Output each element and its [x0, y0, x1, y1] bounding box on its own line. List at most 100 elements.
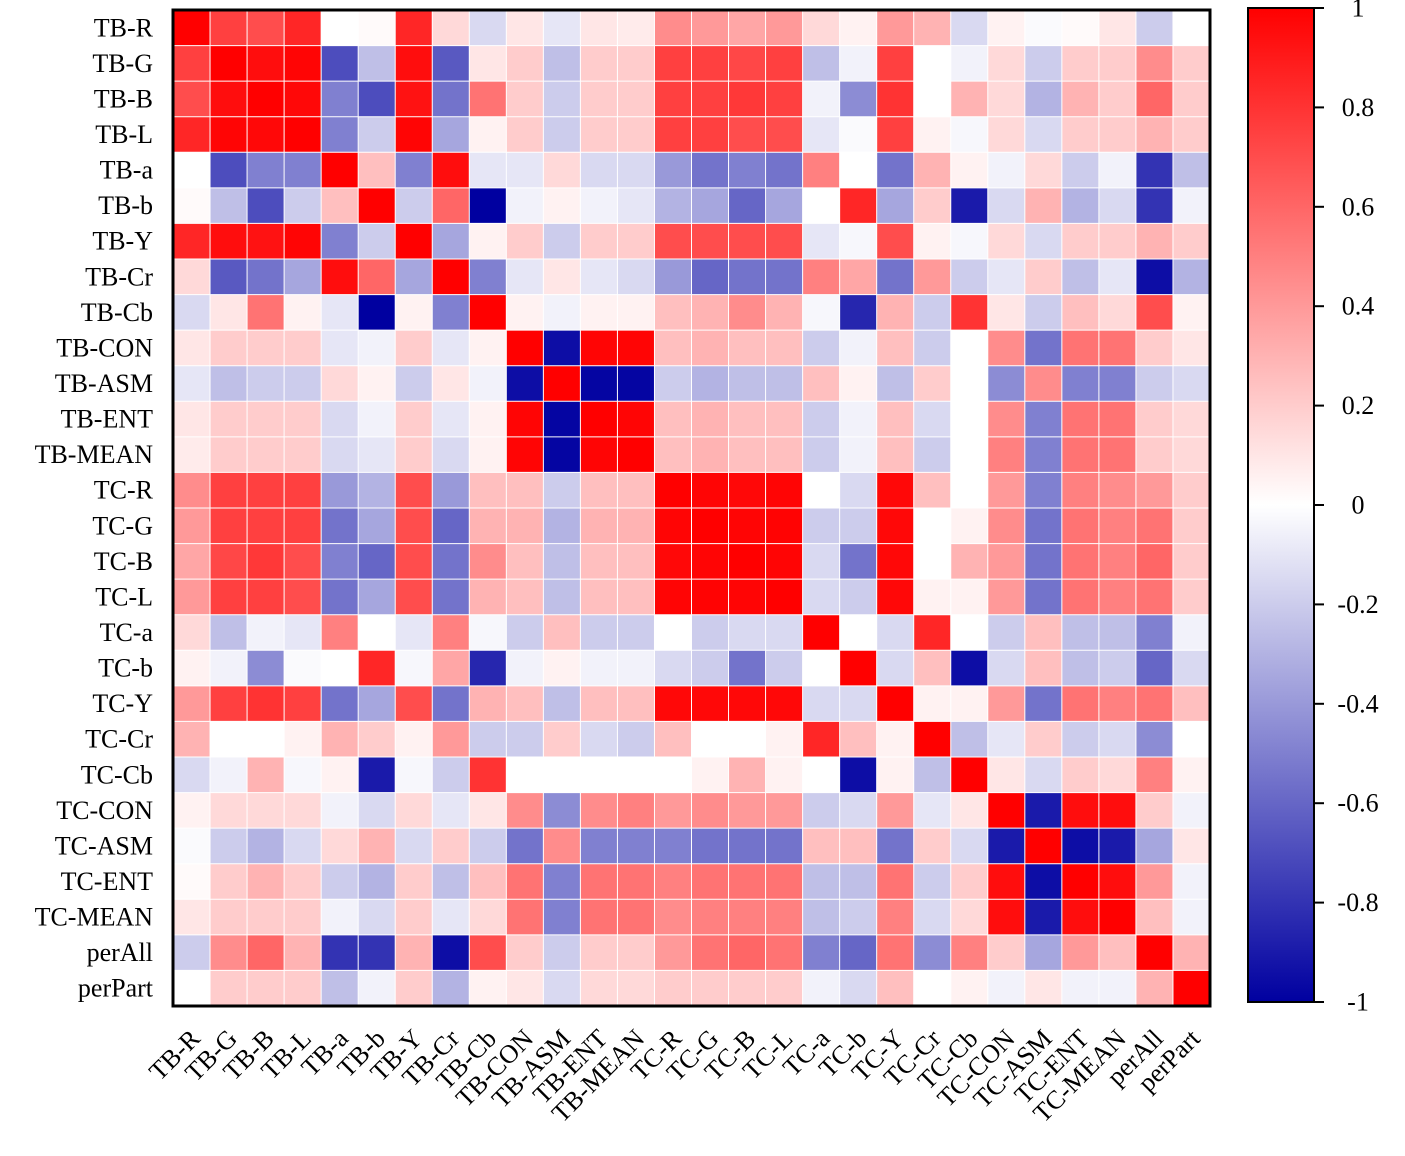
heatmap-cell-TB-ASM-TC-R	[654, 365, 692, 402]
heatmap-cell-TC-ENT-perPart	[1172, 863, 1211, 900]
heatmap-cell-TC-MEAN-TC-CON	[987, 899, 1026, 936]
heatmap-cell-TC-Cr-TB-Cr	[432, 721, 470, 758]
heatmap-cell-TC-ENT-TB-ASM	[543, 863, 581, 900]
heatmap-cell-TB-CON-TC-b	[839, 330, 878, 367]
heatmap-cell-TC-L-TC-G	[691, 579, 730, 616]
heatmap-cell-TB-b-TB-MEAN	[617, 187, 655, 224]
heatmap-cell-TB-Cr-TC-b	[839, 259, 878, 296]
heatmap-cell-TB-ENT-TB-MEAN	[617, 401, 655, 438]
heatmap-cell-TC-a-TB-R	[173, 614, 211, 651]
heatmap-cell-TC-Cb-TC-Cr	[913, 757, 952, 794]
heatmap-cell-TB-Cb-TC-ASM	[1024, 294, 1063, 331]
heatmap-cell-TC-MEAN-TB-ENT	[580, 899, 618, 936]
heatmap-cell-TC-CON-TC-ASM	[1024, 792, 1063, 829]
heatmap-cell-TB-MEAN-TC-ENT	[1061, 436, 1100, 473]
heatmap-cell-TC-Cr-TC-Cr	[913, 721, 952, 758]
heatmap-cell-TC-Y-TB-Y	[395, 685, 433, 722]
heatmap-cell-TB-R-TB-R	[173, 10, 211, 47]
heatmap-cell-TC-Y-TB-b	[358, 685, 396, 722]
heatmap-cell-TB-Cb-TB-CON	[506, 294, 544, 331]
heatmap-cell-TC-Y-TB-R	[173, 685, 211, 722]
heatmap-cell-TB-ASM-TB-ASM	[543, 365, 581, 402]
heatmap-cell-TC-a-TC-Cr	[913, 614, 952, 651]
heatmap-cell-perPart-TC-G	[691, 970, 730, 1007]
heatmap-cell-TC-B-TC-ASM	[1024, 543, 1063, 580]
heatmap-cell-TC-MEAN-TB-Cr	[432, 899, 470, 936]
heatmap-cell-TB-Cr-TC-B	[728, 259, 767, 296]
heatmap-cell-TC-ASM-TB-G	[210, 828, 248, 865]
heatmap-cell-TB-MEAN-TB-CON	[506, 436, 544, 473]
heatmap-cell-TB-L-TC-R	[654, 116, 692, 153]
heatmap-cell-TC-G-TC-Y	[876, 508, 915, 545]
heatmap-cell-TB-Cb-TB-b	[358, 294, 396, 331]
heatmap-cell-TC-CON-TB-G	[210, 792, 248, 829]
heatmap-cell-TB-Y-TB-R	[173, 223, 211, 260]
heatmap-cell-TC-Cr-TB-L	[284, 721, 322, 758]
heatmap-cell-TC-R-TB-L	[284, 472, 322, 509]
heatmap-cell-TB-a-TC-Y	[876, 152, 915, 189]
heatmap-cell-TC-ENT-TC-B	[728, 863, 767, 900]
heatmap-cell-TC-B-TC-ENT	[1061, 543, 1100, 580]
heatmap-cell-TC-L-TC-R	[654, 579, 692, 616]
heatmap-cell-TC-ENT-TB-Y	[395, 863, 433, 900]
heatmap-cell-TC-a-TC-B	[728, 614, 767, 651]
heatmap-cell-TB-ENT-TC-Y	[876, 401, 915, 438]
heatmap-cell-TC-L-TC-CON	[987, 579, 1026, 616]
heatmap-cell-TC-b-TB-ASM	[543, 650, 581, 687]
heatmap-cell-TB-L-TC-Y	[876, 116, 915, 153]
heatmap-cell-TC-G-TC-ENT	[1061, 508, 1100, 545]
heatmap-cell-TC-R-TB-ASM	[543, 472, 581, 509]
heatmap-cell-TC-R-TC-R	[654, 472, 692, 509]
heatmap-cell-TC-ASM-TC-B	[728, 828, 767, 865]
colorbar-tick-label: 0.6	[1342, 192, 1375, 221]
heatmap-cell-TB-G-TC-MEAN	[1098, 45, 1137, 82]
heatmap-cell-TC-CON-TB-MEAN	[617, 792, 655, 829]
heatmap-cell-TB-ASM-TC-G	[691, 365, 730, 402]
row-label-TC-Cb: TC-Cb	[81, 760, 153, 789]
heatmap-cell-TB-a-TC-ASM	[1024, 152, 1063, 189]
heatmap-cell-TB-MEAN-TB-B	[247, 436, 285, 473]
heatmap-cell-TB-ASM-TB-a	[321, 365, 359, 402]
heatmap-cell-TB-MEAN-TB-G	[210, 436, 248, 473]
heatmap-cell-TC-G-TB-ASM	[543, 508, 581, 545]
heatmap-cell-TB-CON-TC-MEAN	[1098, 330, 1137, 367]
heatmap-cell-TB-ENT-TC-G	[691, 401, 730, 438]
heatmap-cell-TB-B-TC-CON	[987, 81, 1026, 118]
heatmap-cell-perAll-TC-L	[765, 934, 804, 971]
heatmap-cell-TB-MEAN-TB-L	[284, 436, 322, 473]
heatmap-cell-perPart-TB-ASM	[543, 970, 581, 1007]
heatmap-cell-TB-MEAN-TB-ENT	[580, 436, 618, 473]
heatmap-cell-TB-R-TB-L	[284, 10, 322, 47]
heatmap-cell-TC-Cr-TC-b	[839, 721, 878, 758]
heatmap-cell-TC-CON-TB-R	[173, 792, 211, 829]
heatmap-cell-TB-Cr-perAll	[1135, 259, 1174, 296]
heatmap-cell-TC-ASM-TC-b	[839, 828, 878, 865]
heatmap-cell-TB-CON-TB-R	[173, 330, 211, 367]
row-label-TC-B: TC-B	[94, 547, 153, 576]
heatmap-cell-TC-ASM-TB-Cb	[469, 828, 507, 865]
heatmap-cell-perPart-TB-B	[247, 970, 285, 1007]
heatmap-cell-TC-b-TC-R	[654, 650, 692, 687]
heatmap-cell-TB-ENT-TC-CON	[987, 401, 1026, 438]
heatmap-cell-TC-a-TC-b	[839, 614, 878, 651]
heatmap-cell-TC-Cr-TC-ENT	[1061, 721, 1100, 758]
heatmap-cell-TB-MEAN-TB-R	[173, 436, 211, 473]
heatmap-cell-TB-Cr-TB-G	[210, 259, 248, 296]
heatmap-cell-TB-B-TC-a	[802, 81, 841, 118]
heatmap-cell-TB-G-TB-L	[284, 45, 322, 82]
column-labels: TB-RTB-GTB-BTB-LTB-aTB-bTB-YTB-CrTB-CbTB…	[143, 1023, 1206, 1128]
heatmap-cell-perPart-TB-b	[358, 970, 396, 1007]
heatmap-cell-TB-ENT-TB-CON	[506, 401, 544, 438]
heatmap-cell-TB-ASM-perAll	[1135, 365, 1174, 402]
heatmap-cell-perAll-TB-Cb	[469, 934, 507, 971]
heatmap-cell-TC-MEAN-TC-ASM	[1024, 899, 1063, 936]
heatmap-cell-TC-b-TB-R	[173, 650, 211, 687]
heatmap-cell-TB-a-TC-ENT	[1061, 152, 1100, 189]
colorbar-tick-label: -0.2	[1337, 590, 1378, 619]
heatmap-cell-TB-a-TC-R	[654, 152, 692, 189]
heatmap-cell-TB-L-TC-ASM	[1024, 116, 1063, 153]
row-label-perPart: perPart	[78, 974, 154, 1003]
heatmap-cell-TB-Y-TC-G	[691, 223, 730, 260]
colorbar-tick-label: 0	[1352, 491, 1365, 520]
heatmap-cell-TB-CON-TB-L	[284, 330, 322, 367]
